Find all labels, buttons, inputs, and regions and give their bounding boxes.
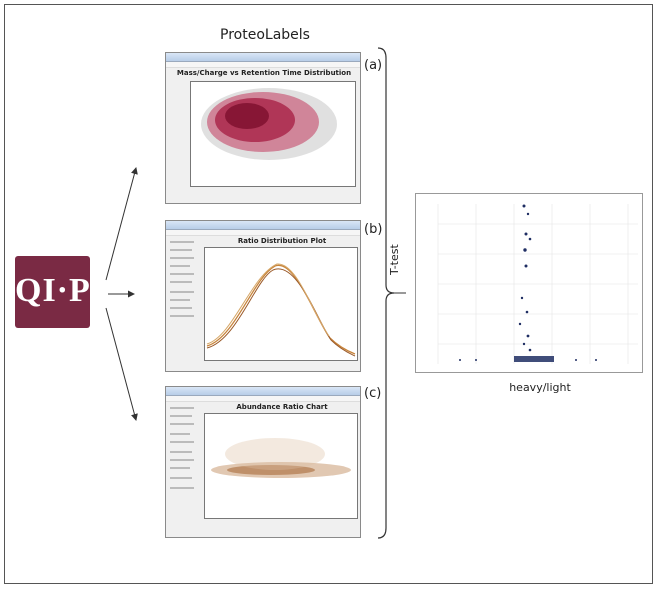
- mz-rt-window: Mass/Charge vs Retention Time Distributi…: [165, 52, 361, 204]
- ratio-plot-area: [204, 247, 358, 361]
- panel-label-b: (b): [364, 222, 383, 237]
- abundance-ratio-window: Abundance Ratio Chart: [165, 386, 361, 538]
- window-menubar: [166, 62, 360, 68]
- ratio-distribution-curves: [206, 263, 356, 357]
- window-titlebar: [166, 53, 360, 62]
- qip-logo-text: QI·P: [15, 272, 91, 309]
- mz-rt-plot-area: [190, 81, 356, 187]
- window-menubar: [166, 230, 360, 236]
- figure-title: ProteoLabels: [220, 27, 310, 43]
- window-menubar: [166, 396, 360, 402]
- volcano-x-axis-label: heavy/light: [509, 381, 571, 394]
- panel-label-a: (a): [364, 58, 383, 73]
- qip-logo: QI·P: [15, 256, 90, 328]
- abundance-plot-title: Abundance Ratio Chart: [236, 403, 328, 411]
- figure-frame: [4, 4, 653, 584]
- abundance-scatter: [211, 438, 351, 478]
- mz-rt-plot-title: Mass/Charge vs Retention Time Distributi…: [176, 69, 352, 77]
- panel-label-c: (c): [364, 386, 382, 401]
- volcano-y-axis-label: T-test: [388, 244, 401, 275]
- volcano-scatter: [437, 204, 638, 364]
- mz-rt-scatter: [201, 88, 337, 160]
- window-titlebar: [166, 387, 360, 396]
- ratio-plot-title: Ratio Distribution Plot: [237, 237, 327, 245]
- abundance-plot-area: [204, 413, 358, 519]
- volcano-plot: [415, 193, 643, 373]
- ratio-distribution-window: Ratio Distribution Plot: [165, 220, 361, 372]
- window-titlebar: [166, 221, 360, 230]
